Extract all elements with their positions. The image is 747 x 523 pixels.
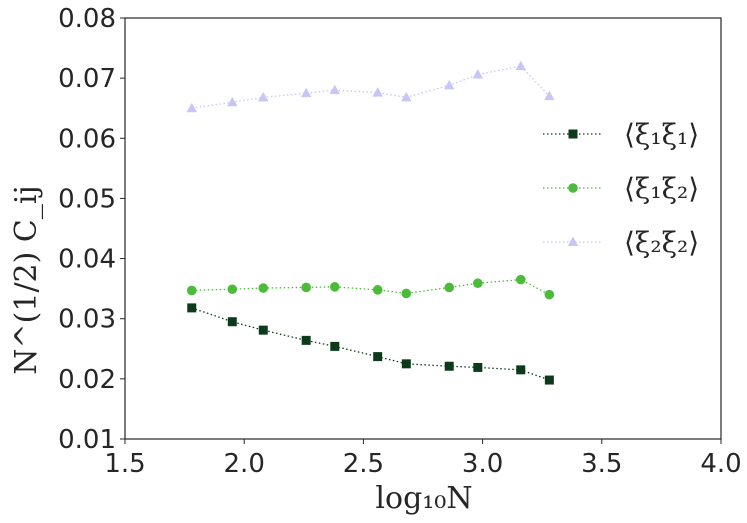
legend: ⟨ξ₁ξ₁⟩ ⟨ξ₁ξ₂⟩ ⟨ξ₂ξ₂⟩: [543, 118, 699, 259]
legend-item: ⟨ξ₁ξ₂⟩: [543, 172, 699, 205]
data-point: [186, 102, 197, 113]
data-point: [515, 60, 526, 71]
data-point: [473, 362, 483, 372]
legend-label: ⟨ξ₂ξ₂⟩: [624, 226, 699, 259]
data-point: [330, 341, 340, 351]
data-point: [516, 365, 526, 375]
data-point: [473, 278, 483, 289]
x-axis-label: log₁₀N: [375, 481, 472, 516]
x-tick-label: 4.0: [700, 449, 741, 479]
y-axis-label: N^(1/2) C_ij: [9, 185, 44, 374]
plot-area: [186, 60, 555, 385]
x-tick-label: 2.5: [343, 449, 384, 479]
legend-marker: [568, 129, 578, 139]
data-point: [187, 303, 197, 313]
data-point: [300, 87, 312, 98]
legend-marker: [568, 183, 578, 193]
axes-frame: [124, 17, 722, 440]
series-line: [191, 307, 550, 381]
data-point: [329, 84, 340, 95]
data-point: [186, 285, 197, 296]
legend-marker: [567, 236, 579, 246]
legend-item: ⟨ξ₁ξ₁⟩: [543, 118, 699, 151]
data-point: [372, 87, 383, 97]
x-tick-label: 3.5: [581, 449, 622, 479]
data-point: [373, 352, 383, 362]
data-point: [372, 285, 383, 295]
y-tick-label: 0.02: [58, 365, 116, 395]
series: [186, 274, 555, 300]
data-point: [544, 375, 554, 385]
legend-item: ⟨ξ₂ξ₂⟩: [543, 226, 699, 259]
data-point: [401, 359, 411, 369]
y-axis: 0.01 0.02 0.03 0.04 0.05 0.06 0.07 0.08: [58, 4, 125, 455]
x-tick-label: 3.0: [462, 449, 503, 479]
y-tick-label: 0.07: [58, 64, 116, 94]
data-point: [301, 335, 311, 345]
x-axis: 1.5 2.0 2.5 3.0 3.5 4.0: [104, 439, 742, 479]
data-point: [444, 361, 454, 371]
series: [187, 303, 554, 385]
series-line: [191, 65, 550, 109]
data-point: [401, 91, 412, 102]
data-point: [444, 282, 455, 293]
data-point: [258, 283, 269, 293]
data-point: [227, 96, 238, 107]
x-tick-label: 2.0: [224, 449, 265, 479]
data-point: [227, 317, 237, 327]
legend-label: ⟨ξ₁ξ₁⟩: [624, 118, 699, 151]
y-tick-label: 0.06: [58, 124, 116, 154]
data-point: [258, 325, 268, 335]
data-point: [301, 282, 311, 293]
y-tick-label: 0.05: [58, 184, 116, 214]
legend-label: ⟨ξ₁ξ₂⟩: [624, 172, 699, 205]
data-point: [544, 289, 555, 300]
data-point: [472, 69, 484, 79]
y-axis-label-text: N^(1/2) C_ij: [9, 185, 44, 374]
y-tick-label: 0.03: [58, 305, 116, 335]
plot-frame: [124, 17, 722, 440]
data-point: [258, 91, 269, 102]
data-point: [401, 288, 412, 299]
data-point: [444, 79, 455, 90]
x-tick-label: 1.5: [104, 449, 145, 479]
data-point: [515, 274, 526, 285]
y-tick-label: 0.08: [58, 4, 116, 34]
y-tick-label: 0.04: [58, 245, 116, 275]
data-point: [544, 90, 555, 101]
series: [186, 60, 555, 113]
data-point: [329, 282, 340, 292]
y-tick-label: 0.01: [58, 425, 116, 455]
data-point: [227, 284, 238, 295]
series-line: [191, 278, 550, 296]
